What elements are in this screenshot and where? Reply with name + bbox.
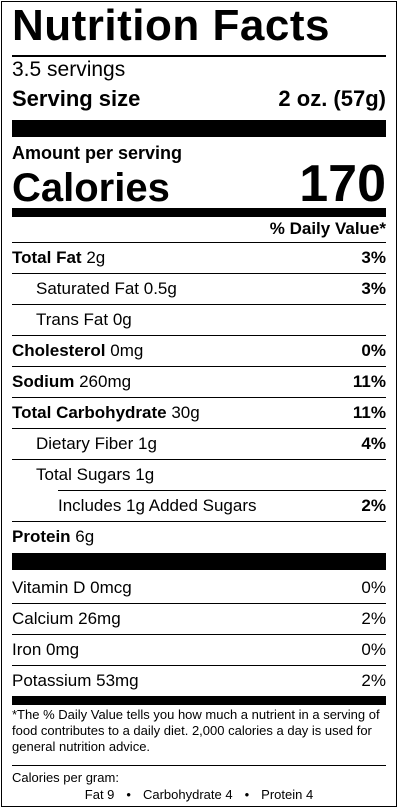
nutrient-dv: 3% (361, 248, 386, 267)
vitamin-name: Vitamin D (12, 578, 86, 597)
divider-thick (12, 553, 386, 570)
divider-hairline (12, 273, 386, 274)
nutrient-name: Total Carbohydrate (12, 403, 167, 422)
nutrient-amount: 0.5g (143, 279, 177, 298)
serving-size-value: 2 oz. (57g) (278, 86, 386, 111)
divider-hairline (12, 459, 386, 460)
bullet-separator: • (244, 787, 250, 802)
servings-per-container: 3.5 servings (12, 58, 126, 81)
nutrient-amount: 1g (138, 434, 157, 453)
nutrient-row-cholesterol: Cholesterol 0mg 0% (12, 336, 386, 366)
vitamin-amount: 0mcg (90, 578, 132, 597)
nutrient-row-protein: Protein 6g (12, 522, 386, 552)
divider-hairline (12, 765, 386, 766)
divider-hairline (12, 366, 386, 367)
vitamin-amount: 26mg (78, 609, 121, 628)
vitamin-row-calcium: Calcium 26mg 2% (12, 604, 386, 634)
calories-value: 170 (299, 155, 386, 213)
vitamin-name: Iron (12, 640, 42, 659)
divider-hairline (12, 428, 386, 429)
nutrient-amount: 1g (135, 465, 155, 484)
vitamin-row-vitamin-d: Vitamin D 0mcg 0% (12, 573, 386, 603)
vitamin-name: Potassium (12, 671, 92, 690)
label-title: Nutrition Facts (12, 1, 330, 50)
nutrient-row-trans-fat: Trans Fat 0g (12, 305, 386, 335)
divider-hairline (58, 490, 386, 491)
nutrient-amount: 0g (112, 310, 132, 329)
divider-medium (12, 208, 386, 217)
divider-hairline (12, 242, 386, 243)
divider-hairline (12, 397, 386, 398)
nutrient-dv: 11% (352, 372, 386, 391)
nutrient-name: Trans Fat (36, 310, 109, 329)
nutrient-row-saturated-fat: Saturated Fat 0.5g 3% (12, 274, 386, 304)
calories-per-gram-label: Calories per gram: (12, 770, 119, 785)
vitamin-name: Calcium (12, 609, 74, 628)
serving-size-label: Serving size (12, 86, 141, 111)
nutrient-amount: 2g (86, 248, 106, 267)
vitamin-dv: 2% (361, 609, 386, 628)
nutrient-amount: 30g (171, 403, 200, 422)
nutrient-row-total-sugars: Total Sugars 1g (12, 460, 386, 490)
nutrient-amount: 260mg (79, 372, 132, 391)
divider-thin (12, 55, 386, 57)
nutrient-row-dietary-fiber: Dietary Fiber 1g 4% (12, 429, 386, 459)
divider-thick (12, 120, 386, 137)
nutrient-row-sodium: Sodium 260mg 11% (12, 367, 386, 397)
nutrient-name: Dietary Fiber (36, 434, 134, 453)
nutrient-dv: 2% (361, 496, 386, 515)
calories-row: Calories 170 (12, 156, 386, 212)
nutrient-name: Includes 1g Added Sugars (58, 496, 257, 515)
divider-hairline (12, 304, 386, 305)
nutrient-dv: 3% (361, 279, 386, 298)
vitamin-row-potassium: Potassium 53mg 2% (12, 666, 386, 696)
vitamin-dv: 0% (361, 578, 386, 597)
nutrient-amount: 0mg (110, 341, 144, 360)
divider-hairline (12, 634, 386, 635)
vitamin-amount: 53mg (96, 671, 139, 690)
divider-medium (12, 696, 386, 705)
nutrient-dv: 11% (352, 403, 386, 422)
serving-size-row: Serving size 2 oz. (57g) (12, 86, 386, 112)
nutrient-dv: 4% (361, 434, 386, 453)
divider-hairline (12, 521, 386, 522)
divider-hairline (12, 665, 386, 666)
vitamin-row-iron: Iron 0mg 0% (12, 635, 386, 665)
cpg-protein: Protein 4 (261, 787, 314, 802)
nutrient-row-total-fat: Total Fat 2g 3% (12, 243, 386, 273)
divider-hairline (12, 603, 386, 604)
nutrient-name: Sodium (12, 372, 75, 391)
calories-label: Calories (12, 166, 170, 210)
divider-hairline (12, 335, 386, 336)
nutrient-name: Saturated Fat (36, 279, 140, 298)
bullet-separator: • (126, 787, 131, 802)
nutrient-dv: 0% (361, 341, 386, 360)
nutrient-name: Cholesterol (12, 341, 106, 360)
nutrient-name: Total Fat (12, 248, 82, 267)
amount-per-serving: Amount per serving (12, 143, 183, 163)
cpg-carbohydrate: Carbohydrate 4 (142, 787, 233, 802)
vitamin-dv: 2% (361, 671, 386, 690)
vitamin-dv: 0% (361, 640, 386, 659)
nutrient-row-total-carbohydrate: Total Carbohydrate 30g 11% (12, 398, 386, 428)
nutrient-name: Total Sugars (36, 465, 131, 484)
vitamin-amount: 0mg (46, 640, 80, 659)
nutrient-row-added-sugars: Includes 1g Added Sugars 2% (12, 491, 386, 521)
cpg-fat: Fat 9 (84, 787, 115, 802)
label-content: Nutrition Facts 3.5 servings Serving siz… (12, 1, 386, 806)
nutrient-amount: 6g (75, 527, 95, 546)
nutrient-name: Protein (12, 527, 71, 546)
daily-value-header: % Daily Value* (269, 219, 386, 238)
daily-value-footnote: *The % Daily Value tells you how much a … (12, 707, 380, 754)
calories-per-gram-values: Fat 9 • Carbohydrate 4 • Protein 4 (12, 787, 386, 803)
